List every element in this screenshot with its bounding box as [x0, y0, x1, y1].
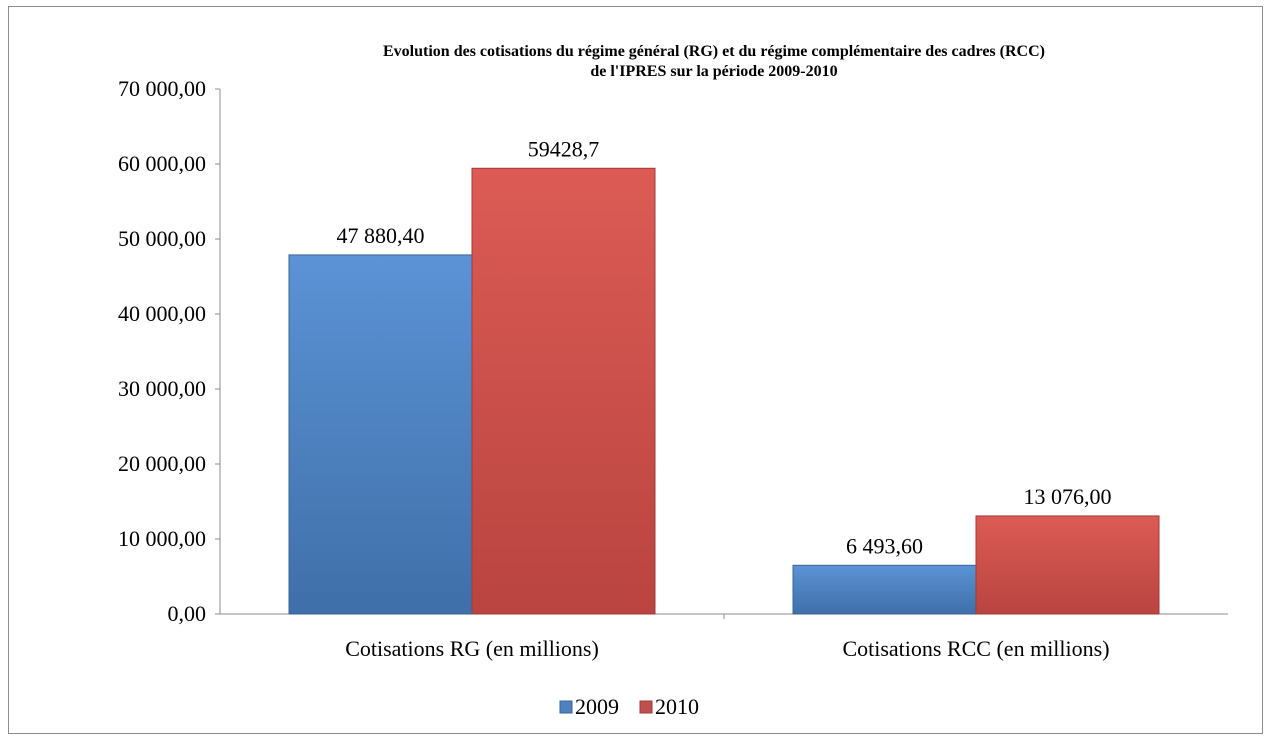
data-label: 47 880,40 [337, 223, 425, 248]
y-tick-label: 0,00 [168, 601, 207, 626]
x-axis: Cotisations RG (en millions) Cotisations … [220, 613, 1228, 661]
y-axis: 0,00 10 000,00 20 000,00 30 000,00 40 000,00… [118, 76, 221, 626]
data-label: 6 493,60 [846, 533, 923, 558]
y-tick-label: 20 000,00 [118, 451, 206, 476]
x-category-label: Cotisations RCC (en millions) [842, 636, 1109, 661]
y-tick-label: 40 000,00 [118, 301, 206, 326]
legend: 2009 2010 [559, 694, 699, 719]
legend-swatch-2010 [639, 700, 653, 714]
chart-subtitle: de l'IPRES sur la période 2009-2010 [590, 63, 837, 80]
legend-label-2009: 2009 [575, 694, 619, 719]
chart-title: Evolution des cotisations du régime géné… [383, 43, 1045, 60]
y-tick-label: 50 000,00 [118, 226, 206, 251]
y-tick-label: 60 000,00 [118, 151, 206, 176]
bar-2010-rg [471, 167, 656, 615]
data-label: 13 076,00 [1024, 484, 1112, 509]
legend-label-2010: 2010 [655, 694, 699, 719]
legend-swatch-2009 [559, 700, 573, 714]
x-category-label: Cotisations RG (en millions) [345, 636, 599, 661]
data-label: 59428,7 [528, 136, 600, 161]
bar-2009-rg [288, 254, 473, 615]
y-tick-label: 10 000,00 [118, 526, 206, 551]
data-labels: 47 880,40 59428,7 6 493,60 13 076,00 [337, 136, 1112, 558]
bar-2009-rcc [792, 564, 977, 615]
bar-2010-rcc [975, 515, 1160, 615]
y-tick-label: 30 000,00 [118, 376, 206, 401]
y-tick-label: 70 000,00 [118, 76, 206, 101]
bars [288, 167, 1160, 615]
